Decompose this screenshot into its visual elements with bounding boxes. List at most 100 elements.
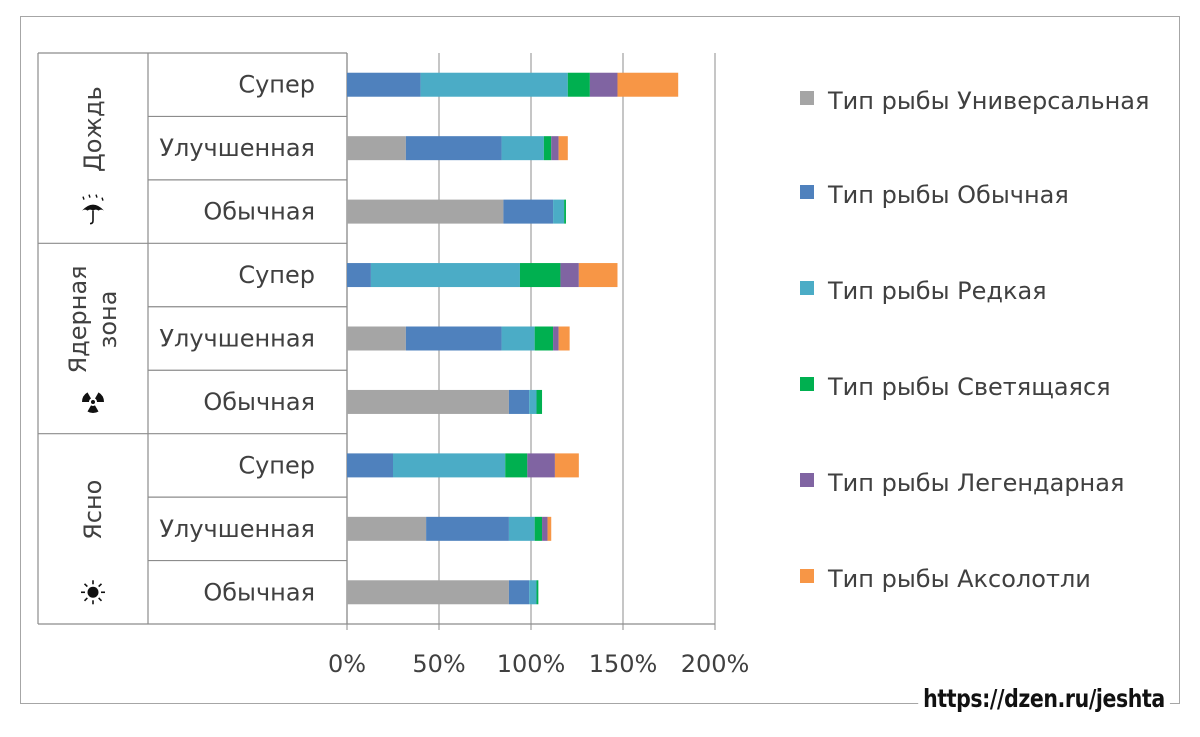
bar-segment [536, 389, 543, 414]
legend-swatch [800, 569, 814, 583]
bar-segment [426, 516, 509, 541]
bar-segment [347, 326, 406, 351]
bar-segment [508, 516, 535, 541]
umbrella-canopy [82, 204, 104, 211]
legend-label: Тип рыбы Редкая [828, 277, 1047, 305]
sun-icon [81, 580, 105, 605]
legend-label: Тип рыбы Универсальная [828, 87, 1150, 115]
bar-segment [508, 389, 530, 414]
bar-segment [560, 263, 579, 288]
sun-ray [83, 583, 88, 588]
bar-segment [347, 389, 509, 414]
raindrop [101, 197, 104, 201]
bar-segment [347, 199, 504, 224]
bar-segment [554, 453, 579, 478]
x-tick-label: 0% [328, 650, 366, 678]
radiation-blade [95, 392, 104, 402]
bar-segment [347, 453, 393, 478]
sun-ray [98, 583, 103, 588]
bar-segment [567, 72, 590, 97]
legend: Тип рыбы Универсальная Тип рыбы Обычная Ти… [800, 0, 1180, 737]
bar-segment [505, 453, 528, 478]
category-label: Улучшенная [159, 515, 315, 543]
legend-swatch [800, 281, 814, 295]
bar-segment [347, 580, 509, 605]
bar-segment [370, 263, 520, 288]
axis-labels: 0% 50% 100% 150% 200% Дождь Супер Улучшенная Обы… [64, 71, 749, 678]
bar-segment [501, 326, 535, 351]
bar-segment [405, 326, 502, 351]
legend-item: Тип рыбы Легендарная [800, 464, 1158, 502]
legend-item: Тип рыбы Обычная [800, 176, 1158, 214]
bar-segment [527, 453, 555, 478]
group-label: Ясно [79, 480, 107, 540]
bar-segment [347, 263, 371, 288]
sun-ray [98, 597, 103, 602]
bars [347, 72, 679, 605]
raindrop [82, 196, 85, 200]
bar-segment [393, 453, 506, 478]
x-tick-label: 150% [589, 650, 658, 678]
umbrella-handle [89, 210, 94, 225]
bar-segment [553, 326, 559, 351]
group-label: Ядернаязона [64, 265, 122, 373]
bar-segment [508, 580, 530, 605]
bar-segment [564, 199, 566, 224]
legend-label: Тип рыбы Светящаяся [828, 373, 1111, 401]
bar-segment [536, 580, 539, 605]
legend-item: Тип рыбы Универсальная [800, 82, 1158, 120]
bar-segment [578, 263, 618, 288]
radiation-blade [82, 392, 91, 402]
legend-swatch [800, 185, 814, 199]
legend-item: Тип рыбы Редкая [800, 272, 1158, 310]
category-label: Улучшенная [159, 134, 315, 162]
group-label: Дождь [79, 86, 107, 172]
category-label: Улучшенная [159, 325, 315, 353]
bar-segment [420, 72, 568, 97]
category-label: Обычная [203, 388, 315, 416]
legend-item: Тип рыбы Аксолотли [800, 560, 1158, 598]
bar-segment [547, 516, 552, 541]
sun-core [87, 586, 99, 598]
x-tick-label: 100% [497, 650, 566, 678]
bar-segment [519, 263, 561, 288]
bar-segment [405, 136, 502, 161]
bar-segment [501, 136, 544, 161]
bar-segment [529, 389, 537, 414]
bar-segment [503, 199, 554, 224]
legend-swatch [800, 377, 814, 391]
bar-segment [542, 516, 548, 541]
raindrop [95, 194, 98, 198]
radiation-icon [82, 392, 104, 413]
sun-ray [83, 597, 88, 602]
bar-segment [534, 326, 554, 351]
bar-segment [617, 72, 679, 97]
bar-segment [558, 326, 570, 351]
category-label: Супер [238, 451, 315, 479]
x-tick-label: 50% [412, 650, 465, 678]
bar-segment [553, 199, 565, 224]
bar-segment [347, 516, 427, 541]
chart-frame [20, 16, 1180, 704]
category-label: Супер [238, 71, 315, 99]
legend-label: Тип рыбы Легендарная [828, 469, 1125, 497]
category-label: Супер [238, 261, 315, 289]
watermark: https://dzen.ru/jeshta [918, 684, 1170, 713]
bar-segment [347, 136, 406, 161]
umbrella-rain-icon [82, 194, 104, 225]
raindrop [88, 194, 91, 198]
bar-segment [589, 72, 618, 97]
legend-label: Тип рыбы Обычная [828, 181, 1069, 209]
x-tick-label: 200% [681, 650, 750, 678]
legend-label: Тип рыбы Аксолотли [828, 565, 1091, 593]
bar-segment [347, 72, 421, 97]
category-label: Обычная [203, 198, 315, 226]
radiation-blade [87, 405, 99, 413]
bar-segment [529, 580, 537, 605]
bar-segment [558, 136, 568, 161]
bar-segment [543, 136, 552, 161]
bar-segment [551, 136, 559, 161]
radiation-center [91, 399, 95, 404]
legend-swatch [800, 473, 814, 487]
